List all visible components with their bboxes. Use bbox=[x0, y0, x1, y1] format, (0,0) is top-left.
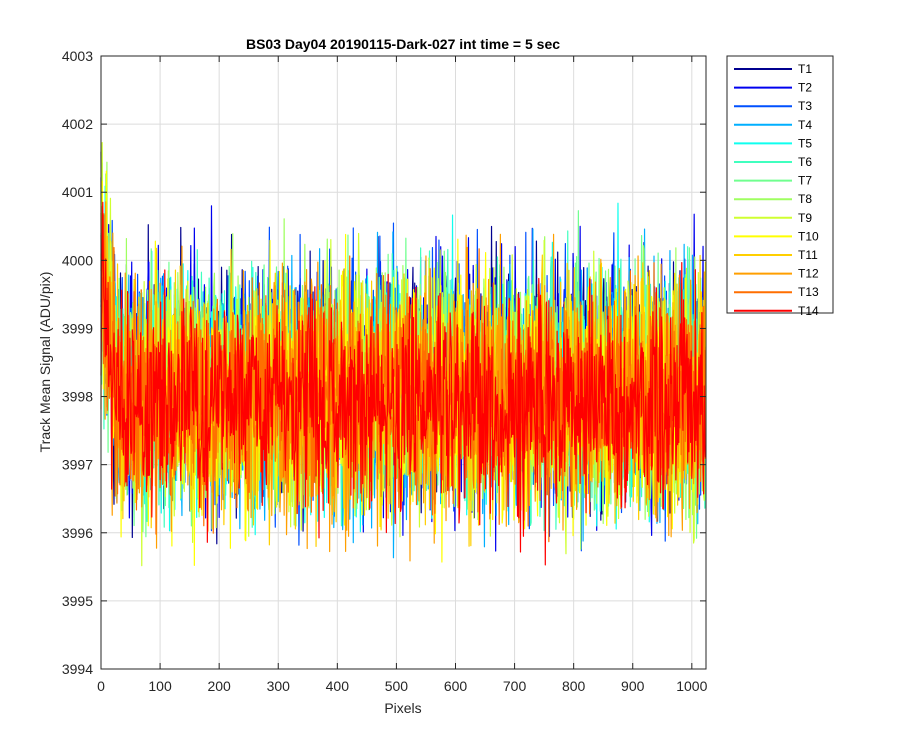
legend-label: T4 bbox=[798, 118, 812, 132]
y-tick-label: 4000 bbox=[62, 252, 93, 268]
plot-frame bbox=[100, 55, 707, 670]
legend-label: T10 bbox=[798, 229, 819, 243]
legend-label: T9 bbox=[798, 211, 812, 225]
legend-label: T5 bbox=[798, 136, 812, 150]
x-tick-label: 900 bbox=[621, 678, 645, 694]
legend-label: T1 bbox=[798, 62, 812, 76]
x-tick-label: 400 bbox=[326, 678, 350, 694]
x-tick-label: 800 bbox=[562, 678, 586, 694]
legend-label: T12 bbox=[798, 267, 819, 281]
y-tick-label: 4002 bbox=[62, 116, 93, 132]
x-tick-label: 700 bbox=[503, 678, 527, 694]
legend: T1 T2 T3 T4 T5 T6 T7 T8 T9 T10 T11 T12 T13 T14 bbox=[726, 55, 834, 318]
y-axis-label: Track Mean Signal (ADU/pix) bbox=[37, 272, 53, 453]
y-tick-label: 3996 bbox=[62, 525, 93, 541]
legend-items: T1 T2 T3 T4 T5 T6 T7 T8 T9 T10 T11 T12 T13 T14 bbox=[734, 62, 819, 318]
x-axis-label: Pixels bbox=[384, 700, 421, 716]
chart-title: BS03 Day04 20190115-Dark-027 int time = … bbox=[246, 36, 560, 52]
series-lines bbox=[100, 142, 707, 567]
legend-box bbox=[726, 55, 834, 314]
y-tick-label: 4001 bbox=[62, 184, 93, 200]
y-tick-label: 3999 bbox=[62, 320, 93, 336]
x-tick-label: 100 bbox=[148, 678, 172, 694]
y-tick-label: 3995 bbox=[62, 593, 93, 609]
x-tick-label: 1000 bbox=[676, 678, 707, 694]
legend-label: T14 bbox=[798, 304, 819, 318]
y-tick-label: 3998 bbox=[62, 389, 93, 405]
y-tick-label: 3997 bbox=[62, 457, 93, 473]
legend-label: T7 bbox=[798, 174, 812, 188]
x-tick-label: 300 bbox=[267, 678, 291, 694]
series-line-t14 bbox=[100, 201, 707, 566]
legend-label: T8 bbox=[798, 192, 812, 206]
x-tick-label: 600 bbox=[444, 678, 468, 694]
legend-label: T3 bbox=[798, 99, 812, 113]
legend-label: T2 bbox=[798, 81, 812, 95]
y-tick-label: 4003 bbox=[62, 48, 93, 64]
legend-label: T6 bbox=[798, 155, 812, 169]
legend-label: T11 bbox=[798, 248, 818, 262]
x-tick-label: 0 bbox=[97, 678, 105, 694]
axis-ticks: 0 100 200 300 400 500 600 700 800 900 1000 3994 3995… bbox=[62, 48, 708, 694]
x-tick-label: 200 bbox=[207, 678, 231, 694]
y-tick-label: 3994 bbox=[62, 661, 93, 677]
legend-label: T13 bbox=[798, 285, 819, 299]
x-tick-label: 500 bbox=[385, 678, 409, 694]
